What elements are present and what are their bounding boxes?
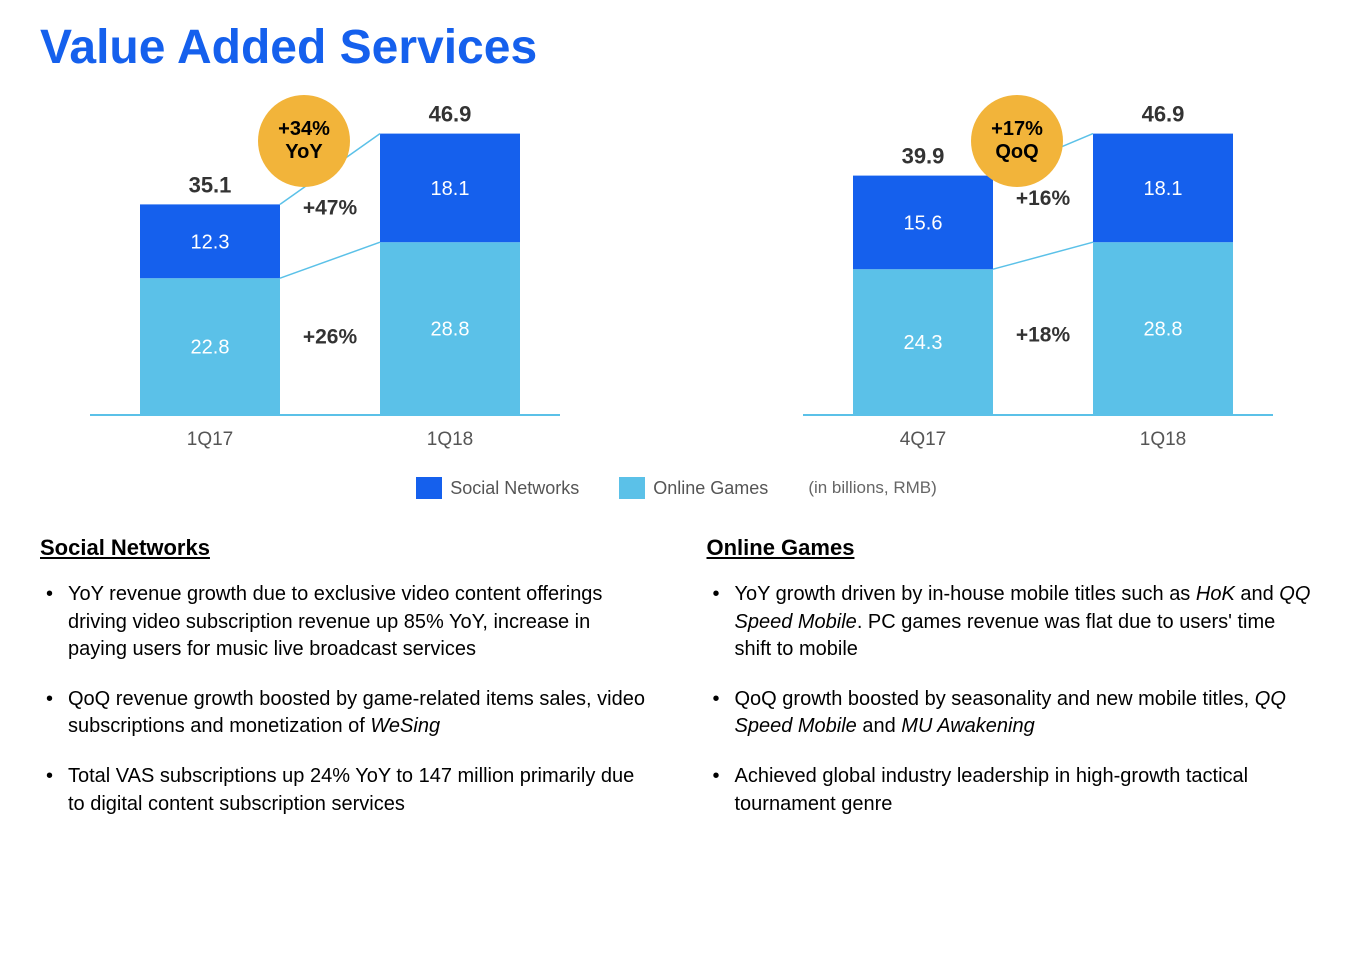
svg-text:+18%: +18%: [1016, 323, 1071, 346]
legend-label-online: Online Games: [653, 478, 768, 499]
charts-row: +34% YoY 22.8 12.3 35.1 1Q17 28.8 18.1 46.9 1Q1…: [40, 85, 1313, 465]
legend-swatch-online: [619, 477, 645, 499]
svg-text:28.8: 28.8: [431, 319, 470, 341]
legend-social: Social Networks: [416, 477, 579, 499]
svg-text:+16%: +16%: [1016, 187, 1071, 210]
legend-swatch-social: [416, 477, 442, 499]
svg-text:28.8: 28.8: [1144, 319, 1183, 341]
svg-text:4Q17: 4Q17: [900, 429, 946, 450]
svg-text:46.9: 46.9: [429, 102, 472, 127]
svg-text:1Q17: 1Q17: [187, 429, 233, 450]
svg-text:18.1: 18.1: [431, 178, 470, 200]
list-item: YoY growth driven by in-house mobile tit…: [707, 581, 1314, 664]
svg-text:1Q18: 1Q18: [1140, 429, 1186, 450]
list-item: QoQ growth boosted by seasonality and ne…: [707, 686, 1314, 741]
legend: Social Networks Online Games (in billion…: [40, 477, 1313, 499]
svg-text:24.3: 24.3: [904, 332, 943, 354]
page-title: Value Added Services: [40, 20, 1313, 75]
section-online-list: YoY growth driven by in-house mobile tit…: [707, 581, 1314, 818]
svg-text:46.9: 46.9: [1142, 102, 1185, 127]
badge-period: QoQ: [995, 141, 1038, 164]
section-online: Online Games YoY growth driven by in-hou…: [707, 535, 1314, 840]
svg-text:12.3: 12.3: [191, 231, 230, 253]
svg-text:35.1: 35.1: [189, 172, 232, 197]
svg-text:39.9: 39.9: [902, 144, 945, 169]
chart-yoy: +34% YoY 22.8 12.3 35.1 1Q17 28.8 18.1 46.9 1Q1…: [40, 85, 600, 465]
list-item: QoQ revenue growth boosted by game-relat…: [40, 686, 647, 741]
legend-online: Online Games: [619, 477, 768, 499]
section-social-heading: Social Networks: [40, 535, 647, 561]
list-item: Achieved global industry leadership in h…: [707, 763, 1314, 818]
svg-text:15.6: 15.6: [904, 212, 943, 234]
badge-period: YoY: [285, 141, 322, 164]
svg-text:+47%: +47%: [303, 197, 358, 220]
growth-badge-qoq: +17% QoQ: [971, 95, 1063, 187]
svg-text:22.8: 22.8: [191, 337, 230, 359]
sections-row: Social Networks YoY revenue growth due t…: [40, 535, 1313, 840]
badge-value: +34%: [278, 118, 330, 141]
section-social: Social Networks YoY revenue growth due t…: [40, 535, 647, 840]
svg-text:1Q18: 1Q18: [427, 429, 473, 450]
legend-label-social: Social Networks: [450, 478, 579, 499]
list-item: YoY revenue growth due to exclusive vide…: [40, 581, 647, 664]
growth-badge-yoy: +34% YoY: [258, 95, 350, 187]
svg-text:+26%: +26%: [303, 326, 358, 349]
svg-text:18.1: 18.1: [1144, 178, 1183, 200]
legend-unit: (in billions, RMB): [808, 478, 936, 498]
badge-value: +17%: [991, 118, 1043, 141]
chart-qoq: +17% QoQ 24.3 15.6 39.9 4Q17 28.8 18.1 46.9 1Q1…: [753, 85, 1313, 465]
section-social-list: YoY revenue growth due to exclusive vide…: [40, 581, 647, 818]
section-online-heading: Online Games: [707, 535, 1314, 561]
list-item: Total VAS subscriptions up 24% YoY to 14…: [40, 763, 647, 818]
